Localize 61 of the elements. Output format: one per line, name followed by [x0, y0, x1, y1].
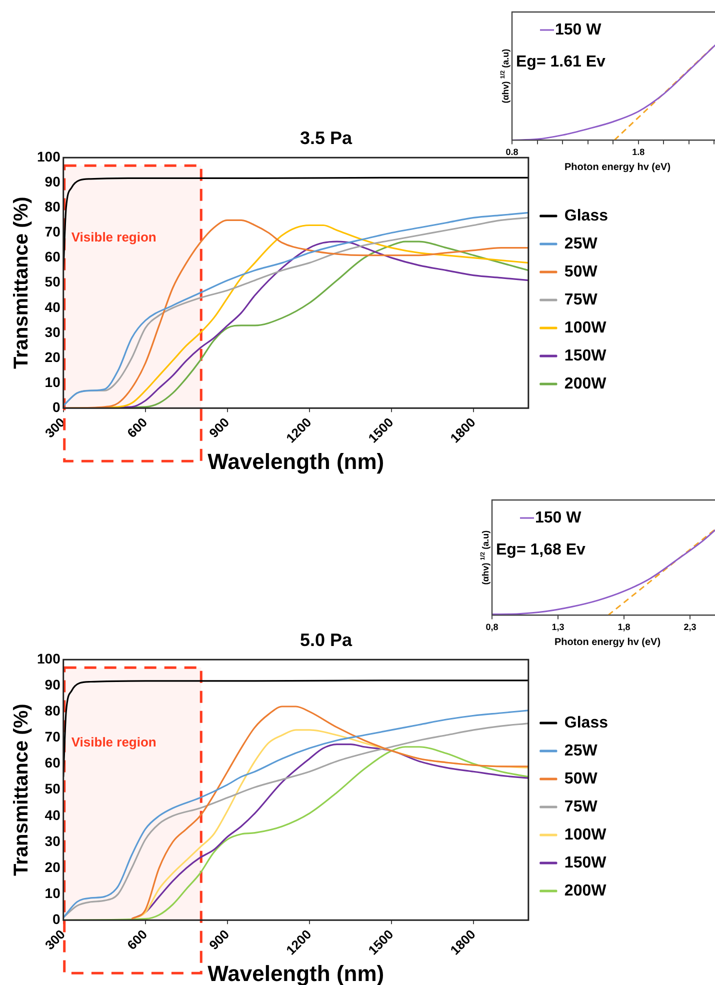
band-label: Visible region: [71, 734, 156, 750]
x-tick-label: 600: [124, 414, 150, 441]
x-axis-title: Photon energy hv (eV): [554, 636, 661, 648]
y-tick-label: 60: [44, 248, 61, 265]
y-tick-label: 70: [44, 224, 61, 240]
legend-label: Glass: [564, 714, 608, 732]
annotation: Eg= 1.61 Ev: [516, 53, 606, 70]
legend-label: 75W: [564, 291, 598, 308]
x-tick-label: 0.8: [506, 147, 518, 158]
legend-label: 150 W: [535, 509, 582, 526]
x-tick-label: 1,8: [618, 622, 630, 632]
x-tick-label: 900: [206, 926, 232, 953]
legend-label: 75W: [564, 798, 598, 816]
y-tick-label: 20: [44, 348, 61, 365]
y-tick-label: 100: [37, 650, 61, 666]
chart-title: 5.0 Pa: [300, 630, 354, 650]
y-tick-label: 10: [44, 374, 61, 390]
legend-label: 150W: [564, 347, 608, 364]
x-tick-label: 600: [124, 926, 150, 953]
x-axis-title: Wavelength (nm): [208, 448, 384, 474]
legend-label: 150W: [564, 854, 608, 872]
y-tick-label: 80: [44, 198, 61, 215]
y-tick-label: 20: [44, 858, 61, 875]
y-tick-label: 50: [44, 780, 61, 797]
legend-label: 200W: [564, 882, 608, 900]
y-axis-title: Transmittance (%): [10, 704, 33, 876]
legend-label: 150 W: [555, 21, 602, 38]
chart-title: 3.5 Pa: [300, 128, 354, 148]
y-tick-label: 30: [44, 832, 61, 849]
band-label: Visible region: [71, 229, 156, 244]
legend-label: 100W: [564, 319, 608, 336]
y-tick-label: 90: [44, 676, 61, 693]
x-tick-label: 2,3: [684, 622, 696, 632]
y-tick-label: 30: [44, 324, 61, 340]
x-tick-label: 900: [206, 414, 232, 441]
y-axis-title: Transmittance (%): [10, 196, 33, 369]
y-tick-label: 40: [44, 298, 61, 315]
x-tick-label: 300: [42, 926, 68, 953]
legend-label: 50W: [564, 770, 598, 788]
y-tick-label: 10: [44, 884, 61, 901]
legend-label: 25W: [564, 742, 598, 760]
x-tick-label: 1,3: [552, 622, 564, 632]
legend-label: 100W: [564, 826, 608, 844]
y-tick-label: 80: [44, 702, 61, 719]
y-tick-label: 100: [37, 148, 61, 164]
x-tick-label: 300: [42, 414, 68, 441]
y-tick-label: 50: [44, 274, 61, 290]
y-tick-label: 90: [44, 174, 61, 190]
legend-label: 200W: [564, 375, 608, 392]
legend-label: 25W: [564, 235, 598, 252]
legend-label: Glass: [564, 207, 608, 224]
y-tick-label: 0: [52, 910, 61, 927]
annotation: Eg= 1,68 Ev: [496, 541, 586, 558]
x-tick-label: 1.8: [632, 147, 645, 158]
y-tick-label: 40: [44, 806, 61, 823]
legend-label: 50W: [564, 263, 598, 280]
y-tick-label: 60: [44, 754, 61, 771]
y-tick-label: 0: [52, 398, 61, 415]
x-tick-label: 0,8: [486, 622, 498, 632]
x-axis-title: Photon energy hv (eV): [564, 162, 671, 173]
y-tick-label: 70: [44, 728, 61, 745]
